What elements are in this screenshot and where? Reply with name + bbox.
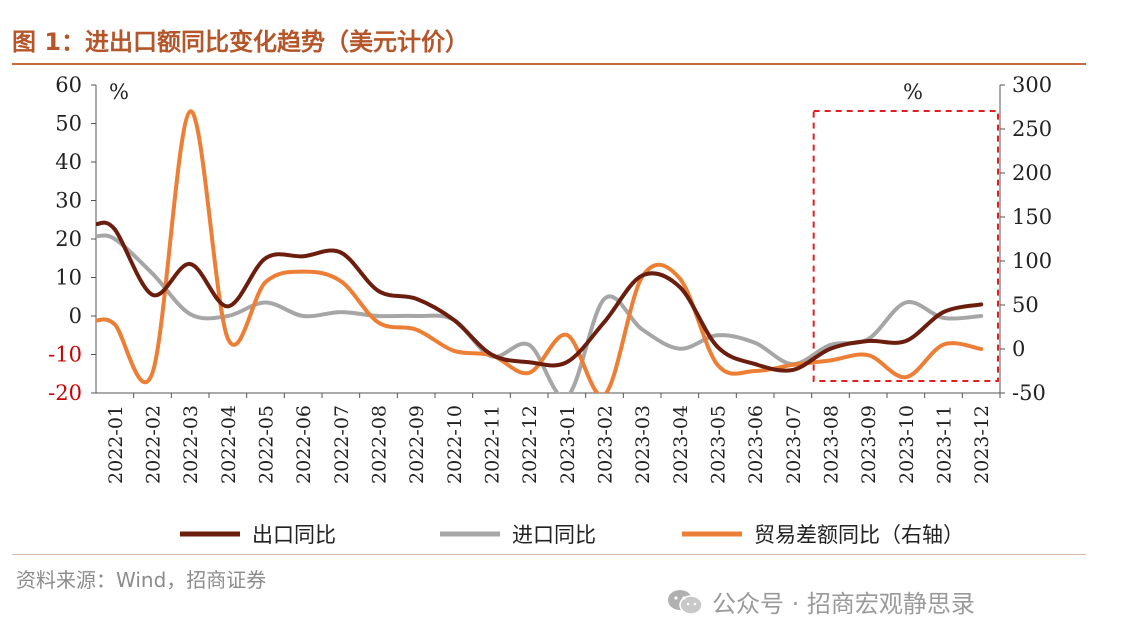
export-series-line: [96, 220, 984, 373]
x-tick-label: 2023-03: [632, 405, 654, 484]
x-tick-label: 2022-08: [369, 405, 391, 484]
chart-axes: 6050403020100-10-20300250200150100500-50…: [48, 73, 1052, 484]
x-tick-label: 2022-12: [519, 405, 541, 484]
right-unit-label: %: [903, 80, 923, 104]
left-tick-label: 0: [69, 304, 82, 328]
x-tick-label: 2023-04: [670, 405, 692, 484]
title-divider: [12, 63, 1086, 65]
x-tick-label: 2023-09: [858, 405, 880, 484]
right-tick-label: 100: [1012, 249, 1052, 273]
right-tick-label: 0: [1012, 337, 1025, 361]
highlight-box: [812, 110, 1000, 382]
x-tick-label: 2022-07: [331, 405, 353, 484]
x-tick-label: 2023-08: [821, 405, 843, 484]
left-tick-label: -20: [48, 381, 82, 405]
right-tick-label: 250: [1012, 117, 1052, 141]
x-tick-label: 2022-06: [293, 405, 315, 484]
x-tick-label: 2023-01: [557, 405, 579, 484]
right-tick-label: 300: [1012, 73, 1052, 97]
highlight-layer: [812, 110, 1000, 382]
source-note: 资料来源：Wind，招商证券: [16, 568, 267, 592]
legend-label: 贸易差额同比（右轴）: [754, 523, 964, 547]
x-tick-label: 2022-05: [256, 405, 278, 484]
wechat-icon: [668, 589, 703, 615]
left-tick-label: 30: [55, 189, 82, 213]
x-tick-label: 2022-04: [218, 405, 240, 484]
right-tick-label: 150: [1012, 205, 1052, 229]
x-tick-label: 2023-05: [708, 405, 730, 484]
import-series-line: [96, 233, 984, 393]
x-tick-label: 2023-02: [595, 405, 617, 484]
left-tick-label: 40: [55, 150, 82, 174]
x-tick-label: 2022-03: [180, 405, 202, 484]
left-tick-label: 20: [55, 227, 82, 251]
legend: 出口同比 进口同比 贸易差额同比（右轴）: [180, 523, 964, 547]
right-tick-label: -50: [1012, 381, 1046, 405]
x-tick-label: 2023-10: [896, 405, 918, 484]
x-tick-label: 2023-06: [745, 405, 767, 484]
x-tick-label: 2022-01: [105, 405, 127, 484]
right-tick-label: 200: [1012, 161, 1052, 185]
left-tick-label: 60: [55, 73, 82, 97]
x-tick-label: 2022-09: [406, 405, 428, 484]
legend-label: 进口同比: [512, 523, 596, 547]
left-unit-label: %: [109, 80, 129, 104]
x-tick-label: 2022-02: [143, 405, 165, 484]
x-tick-label: 2022-11: [482, 405, 504, 484]
figure-title: 图 1：进出口额同比变化趋势（美元计价）: [12, 28, 470, 56]
x-tick-label: 2023-12: [971, 405, 993, 484]
left-tick-label: 10: [55, 266, 82, 290]
x-tick-label: 2023-11: [934, 405, 956, 484]
watermark-text: 公众号 · 招商宏观静思录: [712, 590, 975, 618]
series-layer: [96, 109, 984, 393]
watermark: 公众号 · 招商宏观静思录: [666, 584, 975, 619]
left-tick-label: -10: [48, 343, 82, 367]
x-tick-label: 2023-07: [783, 405, 805, 484]
legend-label: 出口同比: [252, 523, 336, 547]
x-tick-label: 2022-10: [444, 405, 466, 484]
left-tick-label: 50: [55, 112, 82, 136]
footer-divider: [12, 554, 1086, 555]
right-tick-label: 50: [1012, 293, 1039, 317]
